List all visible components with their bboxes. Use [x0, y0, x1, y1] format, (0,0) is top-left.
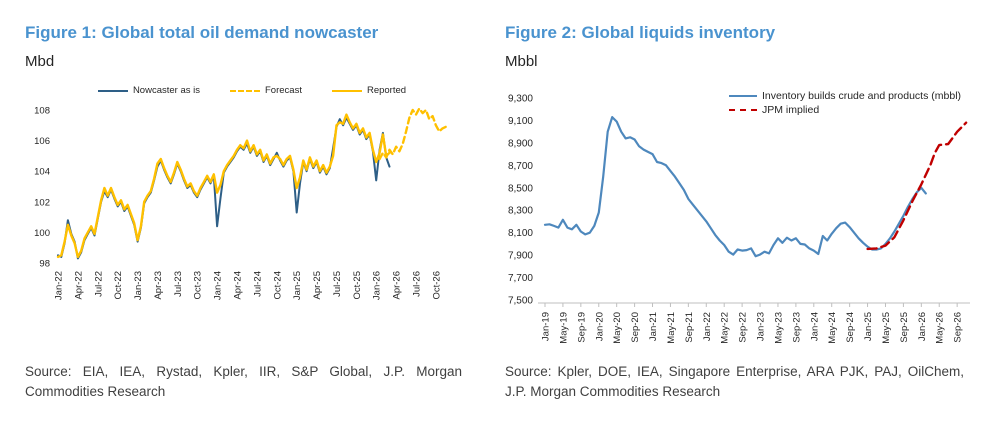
- x-tick-label: Sep-24: [845, 312, 856, 343]
- x-tick-label: Oct-22: [113, 271, 124, 300]
- y-tick-label: 8,100: [508, 228, 533, 239]
- y-tick-label: 8,700: [508, 161, 533, 172]
- legend-label: Reported: [366, 85, 407, 96]
- x-tick-label: Jul-23: [173, 271, 184, 297]
- x-tick-label: May-23: [773, 312, 784, 344]
- legend-label: Forecast: [265, 85, 302, 96]
- legend-label: JPM implied: [762, 104, 820, 116]
- figure-2-source: Source: Kpler, DOE, IEA, Singapore Enter…: [505, 364, 964, 400]
- x-tick-label: Oct-25: [352, 271, 363, 300]
- x-tick-label: Sep-20: [630, 312, 641, 343]
- x-tick-label: Sep-21: [684, 312, 695, 343]
- legend-label: Nowcaster as is: [132, 85, 200, 96]
- y-tick-label: 9,300: [508, 94, 533, 105]
- x-tick-label: Oct-24: [272, 271, 283, 300]
- x-tick-label: May-26: [935, 312, 946, 344]
- figure-1-legend: Nowcaster as is Forecast Reported: [58, 85, 446, 96]
- figure-2-legend: Inventory builds crude and products (mbb…: [729, 90, 961, 116]
- x-tick-label: Sep-19: [576, 312, 587, 343]
- figure-1-title: Figure 1: Global total oil demand nowcas…: [25, 23, 379, 42]
- x-tick-label: Jul-24: [252, 271, 263, 297]
- x-tick-label: Jan-25: [863, 312, 874, 341]
- x-tick-label: Jan-22: [702, 312, 713, 341]
- x-tick-label: Apr-24: [233, 271, 244, 300]
- series-line-nowcaster-as-is: [57, 116, 391, 260]
- legend-label: Inventory builds crude and products (mbb…: [762, 90, 962, 102]
- x-tick-label: Sep-22: [738, 312, 749, 343]
- legend-item-nowcaster-as-is: Nowcaster as is: [97, 85, 200, 96]
- figure-2-plot: 7,500 7,700 7,900 8,100 8,300 8,500 8,700 8,900…: [508, 94, 970, 344]
- legend-swatch-dashed-line: [230, 89, 260, 92]
- x-tick-label: Oct-26: [431, 271, 442, 300]
- y-tick-label: 102: [34, 197, 50, 208]
- y-tick-label: 98: [39, 259, 50, 270]
- y-tick-label: 8,900: [508, 138, 533, 149]
- x-tick-label: Jan-24: [809, 312, 820, 341]
- x-tick-label: Jan-24: [213, 271, 224, 300]
- x-tick-label: Oct-23: [193, 271, 204, 300]
- y-tick-label: 8,300: [508, 206, 533, 217]
- x-tick-label: Jan-23: [133, 271, 144, 300]
- x-tick-label: Jan-20: [594, 312, 605, 341]
- figure-2-title: Figure 2: Global liquids inventory: [505, 23, 776, 42]
- series-line-forecast: [378, 107, 448, 161]
- legend-swatch-solid-line: [729, 95, 757, 97]
- legend-swatch-solid-line: [331, 89, 362, 92]
- x-tick-label: Jan-21: [648, 312, 659, 341]
- x-tick-label: May-20: [612, 312, 623, 344]
- y-tick-label: 9,100: [508, 116, 533, 127]
- figure-2-unit-label: Mbbl: [505, 53, 538, 70]
- x-tick-label: Apr-25: [312, 271, 323, 300]
- x-tick-label: May-25: [881, 312, 892, 344]
- legend-item-jpm-implied: JPM implied: [729, 104, 961, 116]
- legend-swatch-dashed-line: [729, 109, 757, 111]
- legend-swatch-solid-line: [97, 89, 128, 92]
- legend-item-forecast: Forecast: [230, 85, 302, 96]
- y-tick-label: 108: [34, 106, 50, 117]
- x-tick-label: Sep-26: [953, 312, 964, 343]
- y-tick-label: 7,500: [508, 296, 533, 307]
- series-line-inventory-builds-crude-and-products-mbbl: [543, 115, 927, 258]
- x-tick-label: Jan-26: [917, 312, 928, 341]
- figure-1-source: Source: EIA, IEA, Rystad, Kpler, IIR, S&…: [25, 364, 462, 400]
- series-line-reported: [56, 113, 391, 259]
- y-tick-label: 7,700: [508, 273, 533, 284]
- y-tick-label: 8,500: [508, 183, 533, 194]
- figure-1-plot: 98 100 102 104 106 108 Jan-22 Apr-22 Jul-22 Oct-2…: [34, 106, 448, 300]
- x-tick-label: Jul-26: [412, 271, 423, 297]
- x-tick-label: Jan-22: [54, 271, 65, 300]
- legend-item-inventory-builds-crude-and-products-mbbl: Inventory builds crude and products (mbb…: [729, 90, 961, 102]
- y-tick-label: 106: [34, 136, 50, 147]
- series-line-jpm-implied: [866, 121, 968, 251]
- x-tick-label: Sep-23: [791, 312, 802, 343]
- x-tick-label: Apr-26: [392, 271, 403, 300]
- x-tick-label: May-19: [558, 312, 569, 344]
- x-tick-label: Jan-25: [292, 271, 303, 300]
- x-tick-label: Jul-25: [332, 271, 343, 297]
- x-tick-label: Apr-23: [153, 271, 164, 300]
- x-tick-label: May-21: [666, 312, 677, 344]
- y-tick-label: 7,900: [508, 251, 533, 262]
- x-tick-label: May-22: [720, 312, 731, 344]
- x-tick-label: Jan-19: [541, 312, 552, 341]
- x-tick-label: Sep-25: [899, 312, 910, 343]
- x-tick-label: Jan-26: [372, 271, 383, 300]
- y-tick-label: 100: [34, 228, 50, 239]
- legend-item-reported: Reported: [331, 85, 407, 96]
- x-tick-label: Apr-22: [73, 271, 84, 300]
- x-tick-label: May-24: [827, 312, 838, 344]
- x-tick-label: Jul-22: [93, 271, 104, 297]
- y-tick-label: 104: [34, 167, 50, 178]
- x-tick-label: Jan-23: [756, 312, 767, 341]
- figure-1-unit-label: Mbd: [25, 53, 55, 70]
